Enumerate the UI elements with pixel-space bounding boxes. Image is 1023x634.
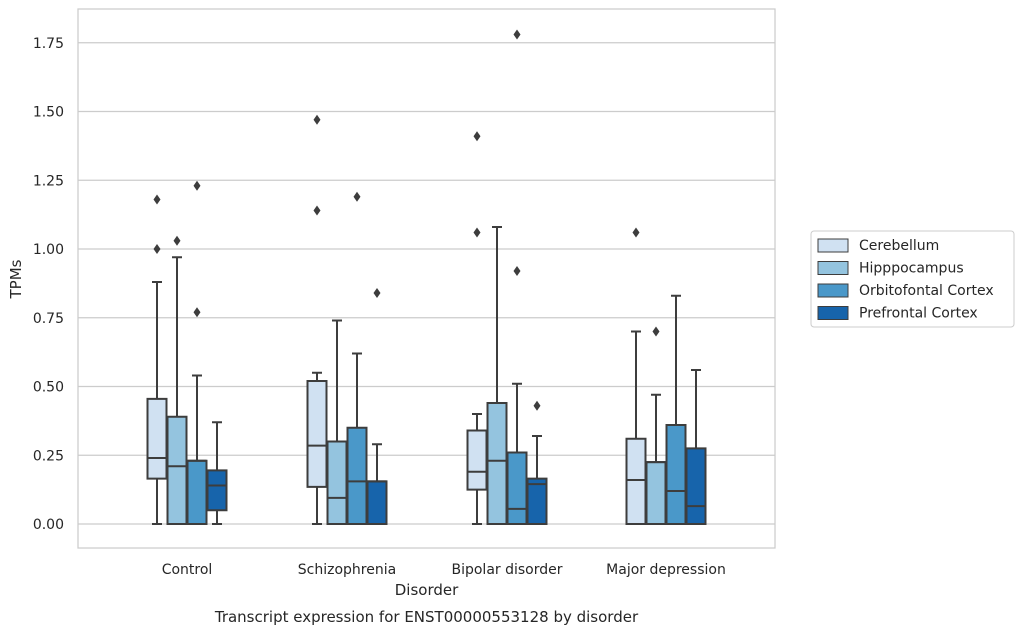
y-tick-label: 0.25 bbox=[33, 448, 64, 464]
box-3-1 bbox=[366, 288, 388, 525]
outlier-point bbox=[652, 326, 660, 337]
box-1-3 bbox=[645, 326, 667, 525]
box-2-1 bbox=[346, 191, 368, 525]
x-axis-label: Disorder bbox=[395, 581, 459, 599]
box-body bbox=[645, 461, 667, 525]
box-body bbox=[466, 429, 488, 491]
chart-title: Transcript expression for ENST0000055312… bbox=[214, 608, 639, 626]
box-groups bbox=[146, 29, 707, 525]
outlier-point bbox=[313, 205, 321, 216]
outlier-point bbox=[193, 307, 201, 318]
x-tick-label: Major depression bbox=[606, 562, 726, 578]
box-body bbox=[366, 480, 388, 525]
box-1-2 bbox=[486, 226, 508, 525]
x-tick-label: Control bbox=[162, 562, 213, 578]
box-2-0 bbox=[186, 180, 208, 525]
box-0-0 bbox=[146, 194, 168, 525]
outlier-point bbox=[513, 29, 521, 40]
box-body bbox=[206, 469, 228, 512]
outlier-point bbox=[513, 266, 521, 276]
box-3-0 bbox=[206, 421, 228, 525]
x-tick-labels: Control Schizophrenia Bipolar disorder Majo… bbox=[162, 562, 726, 578]
y-tick-label: 1.00 bbox=[33, 242, 64, 258]
box-body bbox=[306, 380, 328, 488]
box-body bbox=[486, 402, 508, 525]
grid-lines bbox=[78, 42, 775, 525]
y-tick-labels: 0.00 0.25 0.50 0.75 1.00 1.25 1.50 1.75 bbox=[33, 36, 64, 533]
box-0-3 bbox=[625, 227, 647, 525]
box-body bbox=[506, 451, 528, 525]
legend-label: Cerebellum bbox=[859, 238, 939, 254]
box-1-0 bbox=[166, 235, 188, 525]
box-body bbox=[526, 477, 548, 525]
box-0-2 bbox=[466, 131, 488, 525]
box-body bbox=[166, 415, 188, 525]
y-tick-label: 0.50 bbox=[33, 380, 64, 396]
outlier-point bbox=[473, 227, 481, 238]
box-body bbox=[665, 424, 687, 525]
outlier-point bbox=[153, 244, 161, 254]
box-3-3 bbox=[685, 369, 707, 525]
y-tick-label: 0.75 bbox=[33, 311, 64, 327]
box-2-3 bbox=[665, 294, 687, 525]
box-body bbox=[146, 397, 168, 480]
y-axis-label: TPMs bbox=[7, 259, 25, 299]
outlier-point bbox=[473, 131, 481, 142]
y-tick-label: 1.75 bbox=[33, 36, 64, 52]
legend-label: Hipppocampus bbox=[859, 261, 964, 277]
legend-frame bbox=[810, 230, 1015, 328]
outlier-point bbox=[193, 180, 201, 191]
outlier-point bbox=[173, 235, 181, 246]
legend-swatch bbox=[817, 283, 849, 298]
legend-label: Prefrontal Cortex bbox=[859, 306, 978, 322]
y-tick-label: 1.50 bbox=[33, 105, 64, 121]
outlier-point bbox=[373, 288, 381, 298]
box-3-2 bbox=[526, 400, 548, 525]
legend-swatch bbox=[817, 306, 849, 320]
x-tick-label: Bipolar disorder bbox=[451, 562, 562, 578]
box-body bbox=[346, 426, 368, 525]
box-body bbox=[625, 437, 647, 525]
box-body bbox=[685, 447, 707, 525]
box-0-1 bbox=[306, 114, 328, 525]
legend-swatch bbox=[817, 238, 849, 253]
legend-label: Orbitofontal Cortex bbox=[859, 283, 994, 299]
outlier-point bbox=[353, 191, 361, 202]
y-tick-label: 1.25 bbox=[33, 173, 64, 189]
x-tick-label: Schizophrenia bbox=[298, 562, 396, 578]
y-tick-label: 0.00 bbox=[33, 517, 64, 533]
outlier-point bbox=[533, 400, 541, 411]
outlier-point bbox=[632, 227, 640, 238]
outlier-point bbox=[153, 194, 161, 205]
legend-swatch bbox=[817, 261, 849, 275]
plot-frame bbox=[77, 8, 776, 549]
box-body bbox=[186, 459, 208, 525]
outlier-point bbox=[313, 114, 321, 125]
box-1-1 bbox=[326, 319, 348, 525]
box-body bbox=[326, 440, 348, 525]
legend: Cerebellum Hipppocampus Orbitofontal Corte… bbox=[810, 230, 1015, 328]
box-2-2 bbox=[506, 29, 528, 525]
